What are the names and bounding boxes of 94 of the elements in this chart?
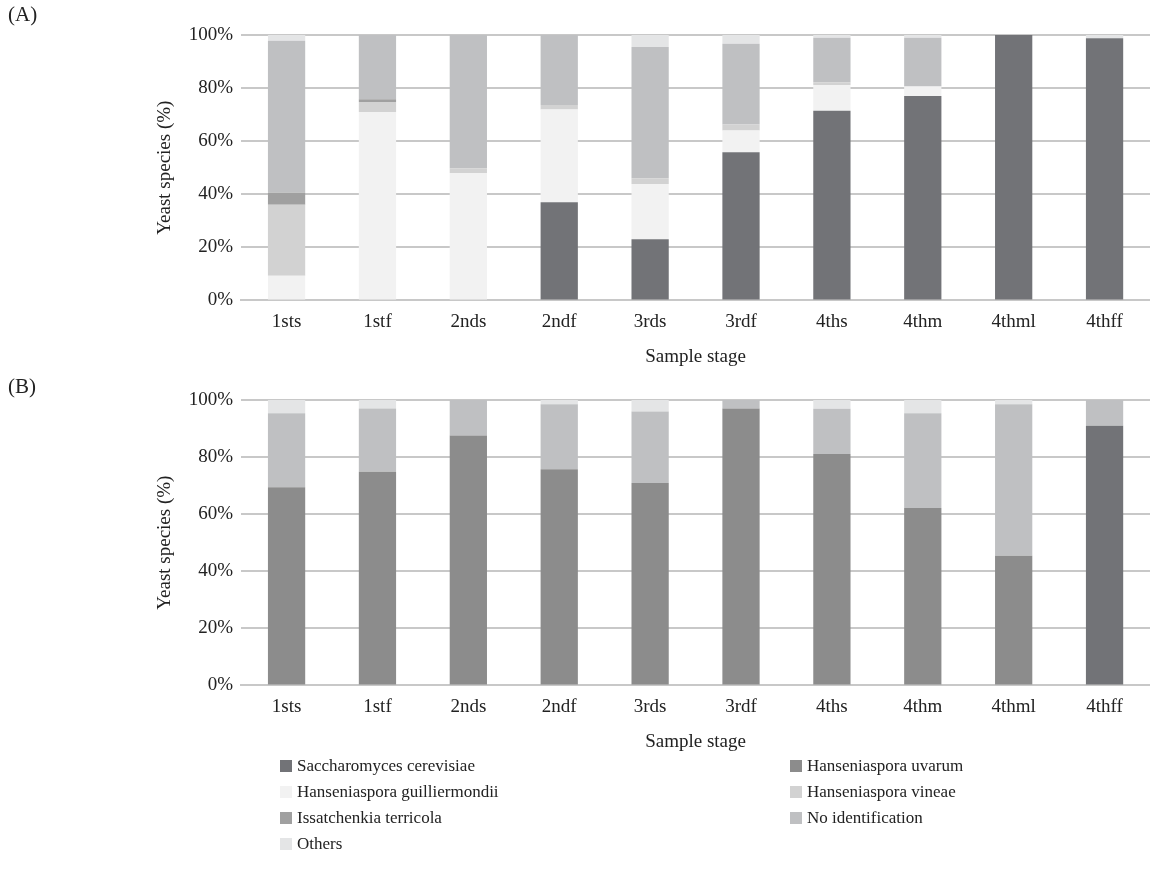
bar: [631, 400, 669, 412]
y-tick-label: 20%: [198, 616, 234, 638]
bar: [995, 400, 1033, 405]
y-tick-label: 20%: [198, 235, 234, 257]
bar: [267, 192, 306, 205]
x-tick-label: 4thml: [991, 309, 1036, 331]
legend-label: Issatchenkia terricola: [296, 808, 443, 828]
x-tick-label: 4ths: [816, 694, 848, 716]
x-tick-label: 3rdf: [725, 309, 758, 331]
x-tick-label: 2nds: [450, 694, 487, 716]
bar: [267, 487, 306, 685]
bar: [358, 111, 397, 300]
bar: [722, 130, 760, 153]
x-axis-title: Sample stage: [645, 729, 746, 751]
bar: [813, 400, 851, 409]
bar: [267, 35, 306, 41]
bar: [540, 202, 578, 300]
x-tick-label: 2nds: [450, 309, 487, 331]
x-tick-label: 1stf: [363, 694, 393, 716]
legend-label: Hanseniaspora uvarum: [806, 756, 965, 776]
y-tick-label: 100%: [188, 387, 234, 409]
x-tick-label: 4thm: [903, 694, 943, 716]
y-axis-title: Yeast species (%): [153, 475, 176, 610]
x-tick-label: 4thm: [903, 309, 943, 331]
y-tick-label: 40%: [198, 182, 234, 204]
bar: [995, 555, 1033, 685]
bar: [904, 37, 942, 87]
bar: [449, 435, 487, 685]
bar: [631, 35, 669, 47]
bar: [995, 35, 1033, 300]
bar: [722, 124, 760, 131]
bar: [358, 99, 397, 102]
x-tick-label: 4thml: [991, 694, 1036, 716]
bar: [540, 109, 578, 203]
bar: [267, 400, 306, 414]
y-tick-label: 80%: [198, 76, 234, 98]
legend-label: No identification: [806, 808, 924, 828]
bar: [1085, 425, 1124, 685]
x-axis-title: Sample stage: [645, 344, 746, 366]
y-tick-label: 80%: [198, 445, 234, 467]
x-tick-label: 3rds: [633, 309, 667, 331]
bar: [631, 239, 669, 300]
x-tick-label: 1sts: [271, 694, 302, 716]
y-tick-label: 40%: [198, 559, 234, 581]
bar: [813, 37, 851, 83]
bar: [1085, 38, 1124, 300]
x-tick-label: 1sts: [271, 309, 302, 331]
bar: [267, 275, 306, 300]
bar: [540, 105, 578, 110]
legend-label: Others: [296, 834, 344, 854]
bar: [722, 152, 760, 300]
y-tick-label: 60%: [198, 129, 234, 151]
x-tick-label: 4ths: [816, 309, 848, 331]
text: (B): [8, 374, 36, 399]
bar: [540, 469, 578, 685]
x-tick-label: 3rds: [633, 694, 667, 716]
bar: [449, 168, 487, 174]
bar: [540, 400, 578, 405]
bar: [813, 35, 851, 38]
y-tick-label: 0%: [207, 673, 234, 695]
bar: [1085, 35, 1124, 39]
text: (A): [8, 2, 38, 27]
bar: [904, 86, 942, 97]
legend-label: Saccharomyces cerevisiae: [296, 756, 476, 776]
y-tick-label: 0%: [207, 288, 234, 310]
x-tick-label: 4thff: [1086, 309, 1124, 331]
bar: [813, 110, 851, 300]
y-axis-title: Yeast species (%): [153, 100, 176, 235]
x-tick-label: 4thff: [1086, 694, 1124, 716]
bar: [813, 408, 851, 454]
bar: [358, 101, 397, 112]
bar: [449, 173, 487, 300]
bar: [722, 35, 760, 44]
bar: [904, 507, 942, 685]
legend-label: Hanseniaspora vineae: [806, 782, 957, 802]
y-tick-label: 60%: [198, 502, 234, 524]
bar: [904, 96, 942, 300]
x-tick-label: 1stf: [363, 309, 393, 331]
bar: [813, 453, 851, 685]
legend-label: Hanseniaspora guilliermondii: [296, 782, 500, 802]
bar: [813, 82, 851, 85]
bar: [358, 471, 397, 685]
bar: [722, 408, 760, 685]
bar: [813, 84, 851, 111]
x-tick-label: 2ndf: [541, 309, 578, 331]
y-tick-label: 100%: [188, 22, 234, 44]
bar: [358, 400, 397, 409]
bar: [631, 483, 669, 685]
bar: [631, 178, 669, 184]
x-tick-label: 3rdf: [725, 694, 758, 716]
x-tick-label: 2ndf: [541, 694, 578, 716]
bar: [904, 35, 942, 38]
bar: [631, 183, 669, 240]
bar: [904, 400, 942, 414]
